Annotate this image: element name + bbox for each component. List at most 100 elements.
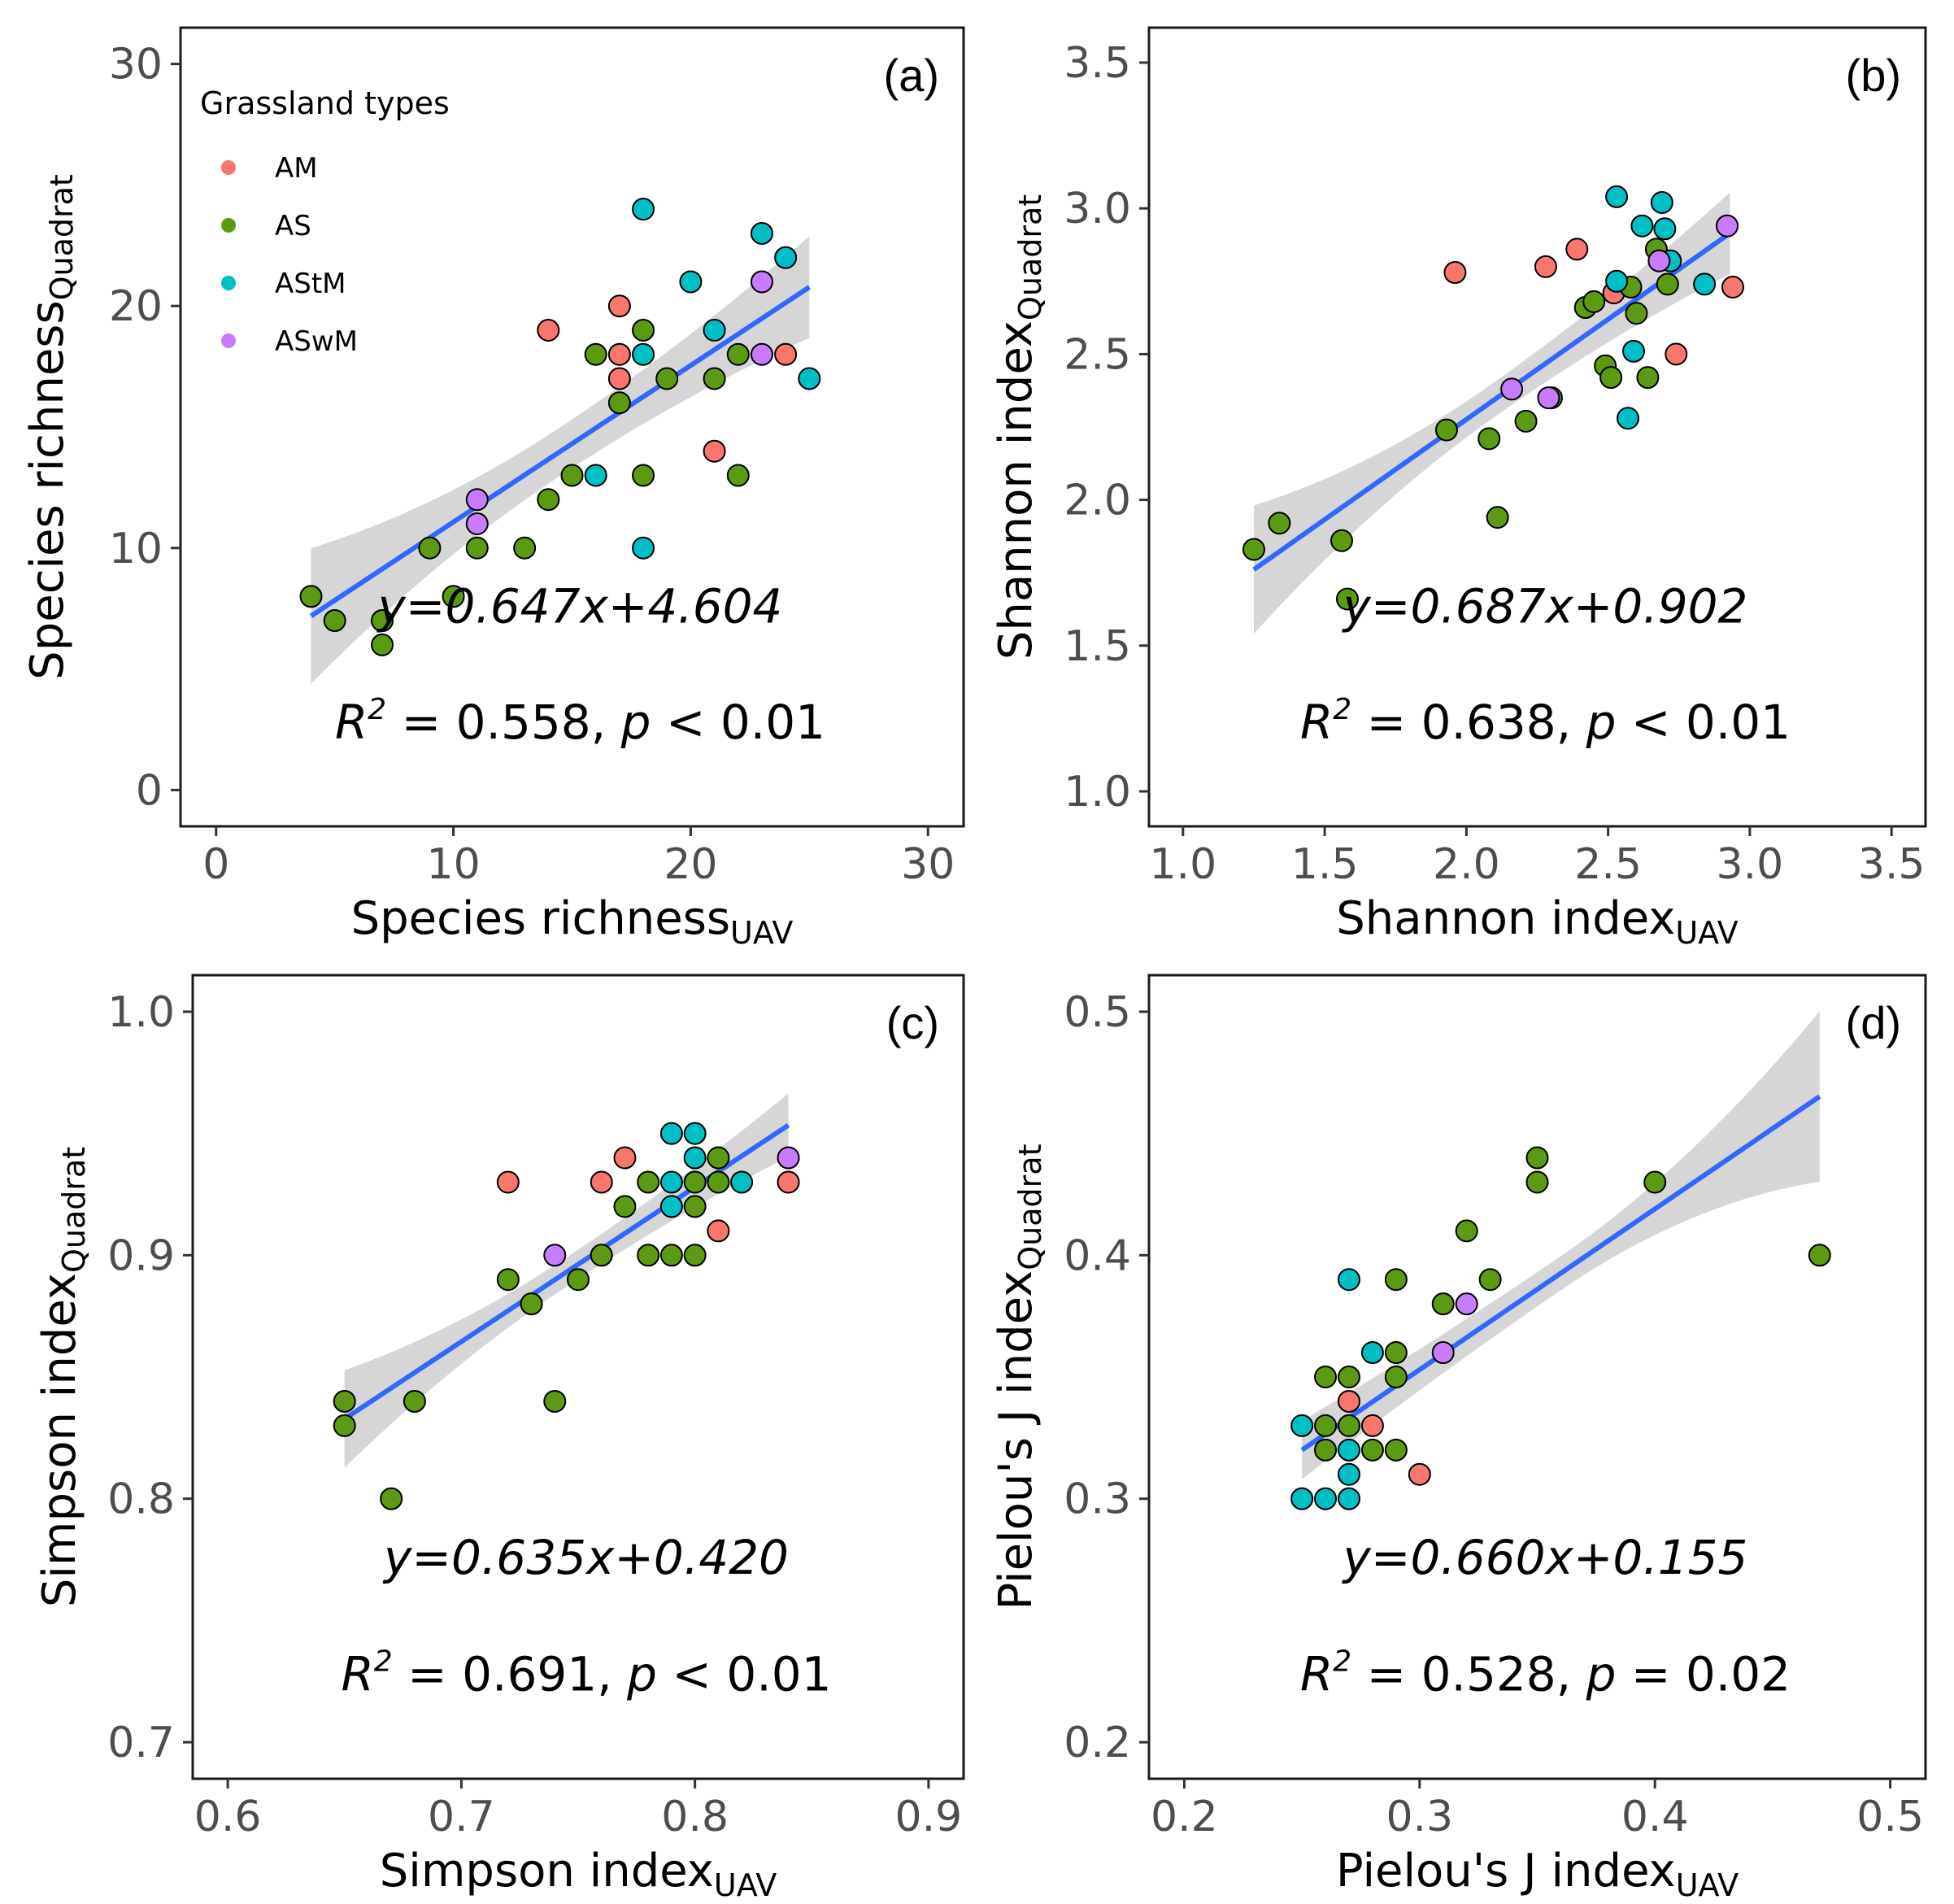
data-point — [442, 585, 465, 608]
data-point — [607, 294, 631, 318]
data-point — [1478, 1268, 1502, 1292]
y-axis-title-main: Species richness — [21, 300, 74, 679]
data-point — [659, 1244, 683, 1267]
data-point — [1656, 272, 1679, 296]
data-point — [1337, 1462, 1360, 1486]
data-point — [1360, 1341, 1384, 1365]
data-point — [1242, 538, 1265, 561]
data-point — [465, 512, 489, 536]
data-point — [683, 1195, 707, 1218]
data-point — [496, 1170, 520, 1194]
data-point — [703, 367, 726, 390]
r-squared-superscript: 2 — [1333, 693, 1351, 726]
data-point — [1605, 185, 1629, 208]
panel-letter: (c) — [886, 997, 939, 1048]
regression-equation: y=0.635x+0.420 — [382, 1530, 789, 1585]
x-tick-label: 0.2 — [1151, 1793, 1218, 1841]
data-point — [703, 439, 726, 463]
x-tick-label: 3.0 — [1717, 840, 1784, 889]
data-point — [750, 221, 773, 245]
r-squared-symbol: R — [341, 1646, 373, 1701]
legend-title: Grassland types — [200, 85, 450, 121]
data-point — [567, 1268, 590, 1292]
data-point — [333, 1389, 356, 1413]
x-tick-label: 1.5 — [1291, 840, 1359, 889]
data-point — [537, 488, 560, 512]
r-squared-value: = 0.638, — [1351, 695, 1586, 750]
regression-equation: y=0.647x+4.604 — [376, 579, 783, 634]
p-value: < 0.01 — [657, 1646, 832, 1701]
data-point — [750, 270, 773, 294]
regression-equation: y=0.687x+0.902 — [1342, 579, 1748, 634]
data-point — [1650, 191, 1673, 215]
y-tick-label: 0.8 — [107, 1475, 175, 1524]
data-point — [679, 270, 703, 294]
x-tick-label: 0.4 — [1621, 1793, 1689, 1841]
y-tick-label: 0.7 — [107, 1719, 175, 1767]
data-point — [520, 1292, 543, 1316]
data-point — [707, 1219, 730, 1243]
x-tick-label: 0.3 — [1386, 1793, 1453, 1841]
data-point — [659, 1122, 683, 1145]
data-point — [1622, 339, 1646, 363]
data-point — [607, 342, 631, 366]
data-point — [543, 1389, 567, 1413]
x-axis-title-main: Pielou's J index — [1336, 1845, 1676, 1897]
y-tick-label: 0 — [136, 766, 163, 815]
x-axis-title-subscript: UAV — [1675, 915, 1738, 951]
regression-line — [1300, 1094, 1821, 1453]
panel-letter: (a) — [884, 50, 939, 101]
data-point — [750, 342, 773, 366]
data-point — [607, 391, 631, 415]
data-point — [1408, 1462, 1431, 1486]
y-tick-label: 1.0 — [1064, 768, 1131, 817]
data-point — [1337, 1414, 1360, 1437]
x-tick-label: 2.0 — [1433, 840, 1500, 889]
y-axis-title-main: Pielou's J index — [990, 1270, 1042, 1610]
p-symbol: p — [626, 1646, 657, 1701]
data-point — [632, 318, 655, 342]
panel-letter: (d) — [1846, 997, 1901, 1048]
data-point — [584, 342, 607, 366]
data-point — [1314, 1414, 1338, 1437]
data-point — [1290, 1414, 1314, 1437]
y-tick-label: 2.5 — [1064, 330, 1131, 379]
data-point — [590, 1170, 613, 1194]
r-squared-superscript: 2 — [1333, 1645, 1351, 1678]
p-value: < 0.01 — [651, 695, 825, 750]
data-point — [1455, 1219, 1478, 1243]
data-point — [777, 1146, 800, 1170]
data-point — [1647, 249, 1671, 272]
data-point — [537, 318, 560, 342]
x-axis-title: Simpson indexUAV — [380, 1845, 777, 1903]
x-axis-title: Species richnessUAV — [351, 892, 794, 951]
x-axis-title-subscript: UAV — [714, 1867, 777, 1903]
data-point — [1337, 1268, 1360, 1292]
regression-stats: R2 = 0.638, p < 0.01 — [1300, 693, 1791, 750]
r-squared-value: = 0.528, — [1351, 1646, 1586, 1701]
data-point — [1314, 1487, 1338, 1510]
data-point — [703, 318, 726, 342]
data-point — [726, 342, 750, 366]
data-point — [299, 585, 323, 608]
data-point — [513, 536, 537, 560]
data-point — [1337, 1389, 1360, 1413]
data-point — [774, 246, 798, 269]
legend-swatch-am — [221, 160, 236, 175]
y-tick-label: 0.4 — [1064, 1231, 1131, 1280]
plot-frame — [191, 974, 965, 1780]
legend-swatch-as — [221, 218, 236, 233]
data-point — [333, 1414, 356, 1437]
p-value: = 0.02 — [1616, 1646, 1791, 1701]
regression-stats: R2 = 0.691, p < 0.01 — [341, 1645, 831, 1701]
data-point — [683, 1244, 707, 1267]
data-point — [1486, 506, 1509, 529]
data-point — [1431, 1341, 1455, 1365]
data-point — [1360, 1438, 1384, 1462]
regression-stats: R2 = 0.528, p = 0.02 — [1300, 1645, 1791, 1701]
data-point — [1514, 409, 1538, 433]
r-squared-superscript: 2 — [368, 693, 386, 726]
